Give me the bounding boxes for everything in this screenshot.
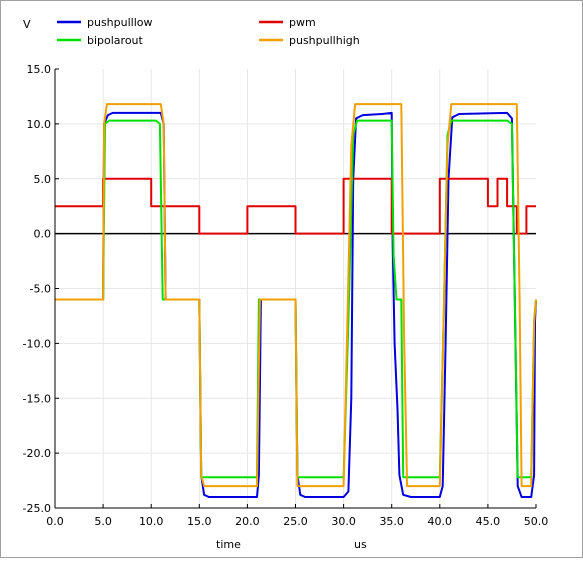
- x-tick-label: 50.0: [524, 515, 549, 528]
- x-tick-label: 10.0: [139, 515, 164, 528]
- x-tick-label: 25.0: [283, 515, 308, 528]
- y-tick-label: 5.0: [34, 173, 52, 186]
- y-tick-label: -5.0: [30, 283, 51, 296]
- legend-label-pushpullhigh: pushpullhigh: [289, 34, 360, 47]
- x-axis-label: time: [216, 538, 241, 551]
- legend-label-pushpulllow: pushpulllow: [87, 16, 153, 29]
- y-axis-label: V: [23, 18, 31, 31]
- x-tick-label: 35.0: [379, 515, 404, 528]
- y-tick-label: 15.0: [27, 63, 52, 76]
- y-tick-label: 0.0: [34, 228, 52, 241]
- x-tick-label: 20.0: [235, 515, 260, 528]
- series-line-pushpullhigh: [55, 103, 537, 488]
- legend: pushpulllow pwm bipolarout pushpullhigh: [57, 16, 360, 47]
- x-tick-label: 40.0: [428, 515, 453, 528]
- x-tick-label: 5.0: [94, 515, 112, 528]
- axes: 0.0 5.0 10.0 15.0 20.0 25.0 30.0 35.0 40.0 45.0 50…: [23, 63, 549, 528]
- y-tick-label: -15.0: [23, 392, 51, 405]
- y-tick-label: -20.0: [23, 447, 51, 460]
- x-tick-label: 15.0: [187, 515, 212, 528]
- series-line-bipolarout: [55, 119, 537, 479]
- grid: [55, 69, 536, 508]
- legend-label-pwm: pwm: [289, 16, 316, 29]
- series-layer: [55, 103, 537, 498]
- y-tick-label: -25.0: [23, 502, 51, 515]
- x-tick-label: 0.0: [46, 515, 64, 528]
- y-tick-label: 10.0: [27, 118, 52, 131]
- legend-label-bipolarout: bipolarout: [87, 34, 144, 47]
- x-axis-unit-label: us: [354, 538, 367, 551]
- series-line-pwm: [55, 177, 536, 235]
- x-tick-label: 45.0: [476, 515, 501, 528]
- y-tick-label: -10.0: [23, 337, 51, 350]
- x-tick-label: 30.0: [331, 515, 356, 528]
